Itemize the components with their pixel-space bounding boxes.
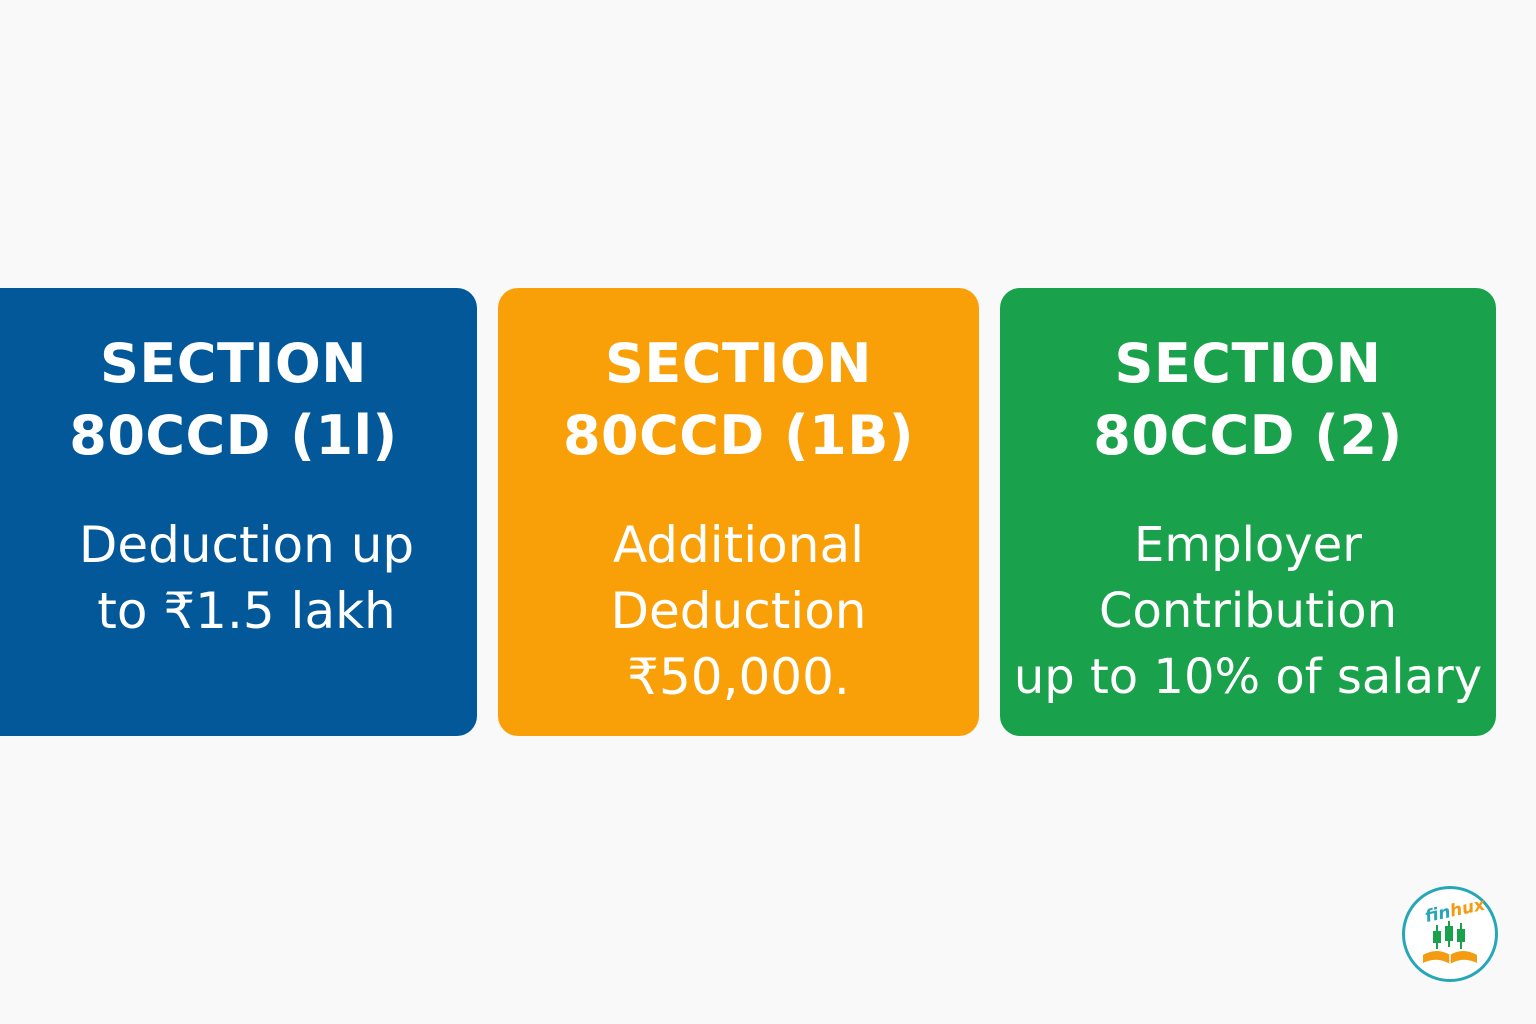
logo-text-hux: hux xyxy=(1448,895,1488,922)
card-description-line: up to 10% of salary xyxy=(1013,649,1483,705)
card-description-line: to ₹1.5 lakh xyxy=(97,582,396,640)
section-80ccd-1b-card: SECTION 80CCD (1B) Additional Deduction … xyxy=(498,288,979,736)
card-description: Additional Deduction ₹50,000. xyxy=(498,512,979,710)
card-heading: SECTION 80CCD (1l) xyxy=(0,328,477,472)
card-description-line: Contribution xyxy=(1098,583,1398,639)
card-description-line: Additional xyxy=(612,516,864,574)
svg-text:finhux: finhux xyxy=(1423,895,1487,927)
section-80ccd-1-card: SECTION 80CCD (1l) Deduction up to ₹1.5 … xyxy=(0,288,477,736)
finhux-logo: finhux xyxy=(1402,886,1498,982)
book-icon xyxy=(1423,951,1477,964)
card-heading-line: 80CCD (1l) xyxy=(69,404,398,467)
card-heading-line: 80CCD (2) xyxy=(1093,404,1403,467)
card-heading-line: SECTION xyxy=(100,332,367,395)
card-heading: SECTION 80CCD (1B) xyxy=(498,328,979,472)
card-heading-line: 80CCD (1B) xyxy=(562,404,915,467)
candlestick-book-icon: finhux xyxy=(1423,895,1488,964)
card-description-line: Deduction xyxy=(610,582,867,640)
card-description-line: ₹50,000. xyxy=(627,648,850,706)
candles-icon xyxy=(1433,921,1465,949)
card-heading: SECTION 80CCD (2) xyxy=(1000,328,1496,472)
section-80ccd-2-card: SECTION 80CCD (2) Employer Contribution … xyxy=(1000,288,1496,736)
card-description: Employer Contribution up to 10% of salar… xyxy=(1000,512,1496,710)
card-heading-line: SECTION xyxy=(1114,332,1382,395)
card-description: Deduction up to ₹1.5 lakh xyxy=(0,512,477,644)
card-description-line: Employer xyxy=(1134,517,1362,573)
card-description-line: Deduction up xyxy=(78,516,415,574)
card-heading-line: SECTION xyxy=(605,332,872,395)
